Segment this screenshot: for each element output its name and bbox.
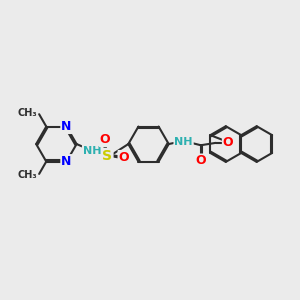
Text: NH: NH	[174, 137, 193, 147]
Text: N: N	[61, 155, 72, 168]
Text: CH₃: CH₃	[17, 170, 37, 180]
Text: S: S	[103, 149, 112, 163]
Text: O: O	[223, 136, 233, 149]
Text: O: O	[100, 133, 110, 146]
Text: N: N	[61, 120, 72, 133]
Text: CH₃: CH₃	[17, 108, 37, 118]
Text: O: O	[196, 154, 206, 167]
Text: NH: NH	[83, 146, 101, 156]
Text: O: O	[118, 151, 129, 164]
